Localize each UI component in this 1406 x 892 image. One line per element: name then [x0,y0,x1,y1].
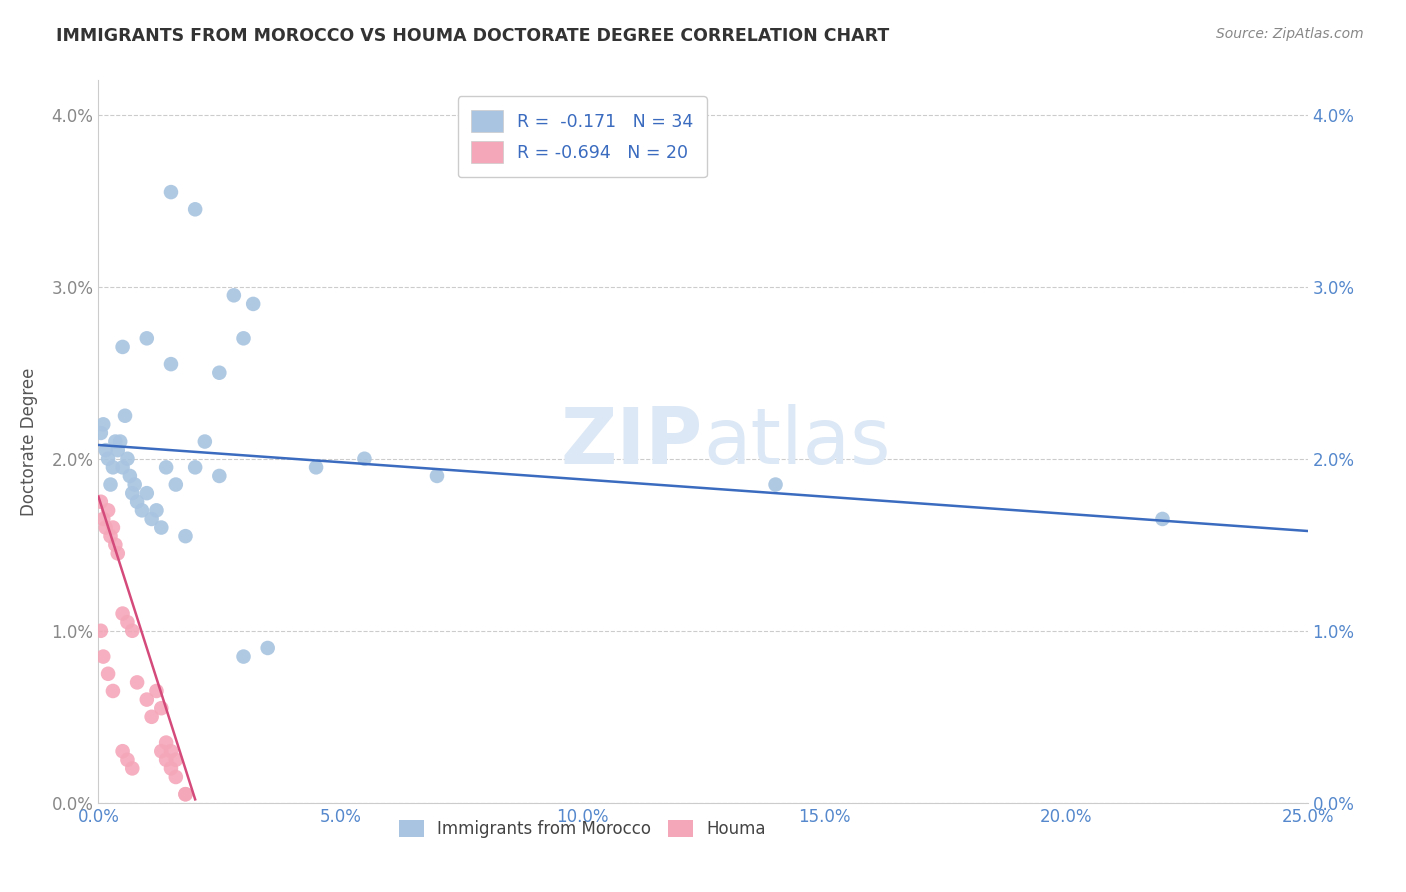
Point [160,744,183,758]
Point [222,288,245,302]
Point [174,787,197,801]
Point [174,529,197,543]
Point [242,297,264,311]
Point [111,460,134,475]
Point [426,469,449,483]
Point [1152,512,1174,526]
Point [256,640,278,655]
Point [145,684,167,698]
Point [100,477,122,491]
Y-axis label: Doctorate Degree: Doctorate Degree [20,368,38,516]
Point [97,666,120,681]
Point [90,425,112,440]
Point [131,503,153,517]
Point [111,340,134,354]
Point [135,331,157,345]
Text: atlas: atlas [703,403,890,480]
Point [94,520,117,534]
Point [91,417,114,432]
Point [121,624,143,638]
Point [114,409,136,423]
Point [104,434,127,449]
Point [117,615,139,630]
Text: ZIP: ZIP [561,403,703,480]
Point [124,477,146,491]
Point [141,710,163,724]
Point [117,451,139,466]
Point [194,434,217,449]
Point [107,546,129,560]
Point [121,761,143,775]
Point [141,512,163,526]
Point [165,770,187,784]
Point [94,443,117,458]
Point [150,701,173,715]
Point [155,735,177,749]
Point [104,538,127,552]
Point [155,460,177,475]
Point [107,443,129,458]
Point [160,761,183,775]
Point [150,520,173,534]
Point [135,486,157,500]
Point [353,451,375,466]
Legend: Immigrants from Morocco, Houma: Immigrants from Morocco, Houma [392,814,772,845]
Point [160,185,183,199]
Point [208,469,231,483]
Point [121,486,143,500]
Point [127,494,149,508]
Point [305,460,328,475]
Point [111,607,134,621]
Point [118,469,141,483]
Point [100,529,122,543]
Point [135,692,157,706]
Point [184,202,207,217]
Point [174,787,197,801]
Point [127,675,149,690]
Point [165,477,187,491]
Point [184,460,207,475]
Point [97,451,120,466]
Point [101,520,124,534]
Point [90,624,112,638]
Point [150,744,173,758]
Point [208,366,231,380]
Point [232,331,254,345]
Point [232,649,254,664]
Text: IMMIGRANTS FROM MOROCCO VS HOUMA DOCTORATE DEGREE CORRELATION CHART: IMMIGRANTS FROM MOROCCO VS HOUMA DOCTORA… [56,27,890,45]
Point [90,494,112,508]
Point [101,684,124,698]
Point [765,477,787,491]
Point [165,753,187,767]
Point [91,512,114,526]
Point [97,503,120,517]
Point [155,753,177,767]
Point [160,357,183,371]
Point [91,649,114,664]
Point [145,503,167,517]
Point [117,753,139,767]
Text: Source: ZipAtlas.com: Source: ZipAtlas.com [1216,27,1364,41]
Point [111,744,134,758]
Point [108,434,131,449]
Point [101,460,124,475]
